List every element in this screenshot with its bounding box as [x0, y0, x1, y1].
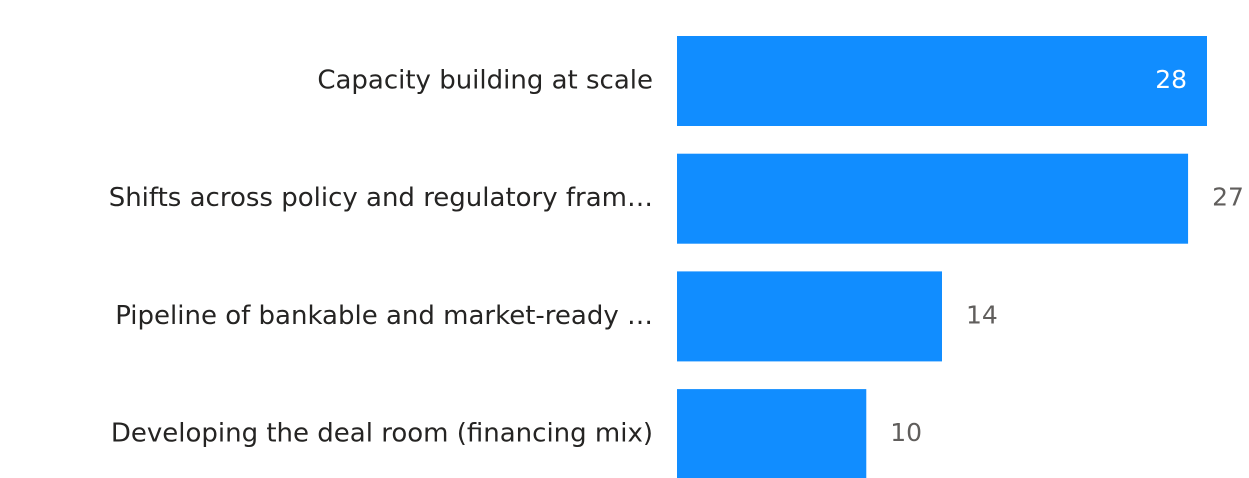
category-label: Developing the deal room (financing mix): [111, 419, 653, 449]
bar: [677, 153, 1189, 244]
data-label: 27: [1212, 183, 1244, 212]
bar: [677, 271, 942, 362]
category-label: Pipeline of bankable and market-ready …: [115, 301, 653, 331]
data-label: 28: [1155, 65, 1187, 94]
category-label: Shifts across policy and regulatory fram…: [109, 183, 653, 213]
bar: [677, 389, 867, 478]
data-label: 14: [966, 300, 998, 329]
category-label: Capacity building at scale: [317, 66, 653, 96]
data-label: 10: [890, 418, 922, 447]
bar: [677, 36, 1207, 126]
